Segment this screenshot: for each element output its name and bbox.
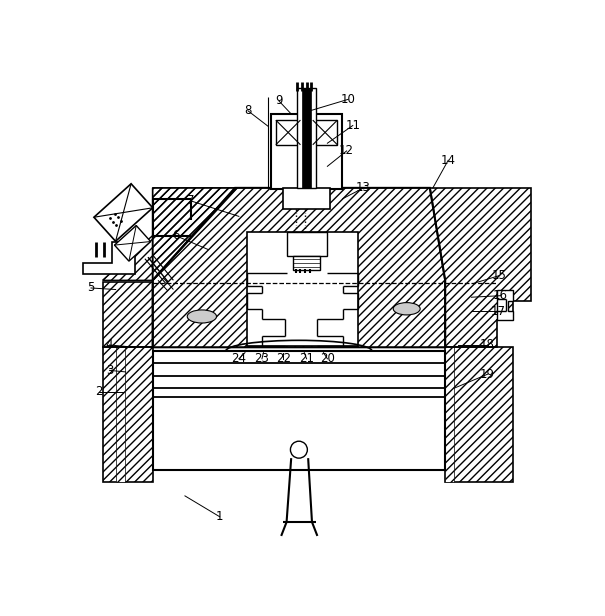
Polygon shape (114, 225, 151, 261)
Text: 9: 9 (275, 94, 283, 107)
Text: 10: 10 (341, 93, 356, 106)
Text: 24: 24 (231, 352, 246, 365)
Ellipse shape (393, 302, 420, 315)
Bar (284, 188, 330, 209)
Bar (102, 347, 152, 482)
Bar (313, 120, 338, 145)
Text: 6: 6 (172, 229, 180, 242)
Bar (293, 256, 321, 270)
Bar (152, 351, 445, 471)
Bar (116, 347, 125, 482)
Text: 17: 17 (491, 304, 506, 318)
Text: 1: 1 (216, 510, 223, 523)
Text: 23: 23 (255, 352, 269, 365)
Bar (271, 114, 342, 189)
Text: 2: 2 (95, 386, 102, 399)
Text: 14: 14 (441, 153, 456, 167)
Text: 8: 8 (244, 104, 252, 118)
Ellipse shape (188, 310, 217, 323)
Text: 19: 19 (480, 368, 495, 381)
Polygon shape (497, 290, 513, 320)
Bar (302, 87, 311, 188)
Bar (445, 347, 454, 482)
Text: 4: 4 (106, 338, 113, 352)
Text: 15: 15 (492, 269, 506, 282)
Text: 22: 22 (276, 352, 291, 365)
Text: 21: 21 (299, 352, 314, 365)
Text: 16: 16 (493, 289, 508, 302)
Bar (287, 232, 327, 256)
Bar (297, 87, 316, 188)
Text: 11: 11 (345, 119, 361, 132)
Text: 20: 20 (320, 352, 335, 365)
Text: 5: 5 (87, 282, 95, 294)
Bar (246, 232, 358, 346)
Bar (445, 347, 513, 482)
Text: 18: 18 (480, 338, 495, 352)
Polygon shape (83, 241, 135, 274)
Text: 7: 7 (188, 195, 195, 208)
Text: 12: 12 (339, 144, 354, 158)
Text: 3: 3 (106, 364, 113, 377)
Text: 13: 13 (356, 181, 371, 195)
Polygon shape (94, 184, 152, 241)
Circle shape (290, 441, 307, 458)
Bar (276, 120, 301, 145)
